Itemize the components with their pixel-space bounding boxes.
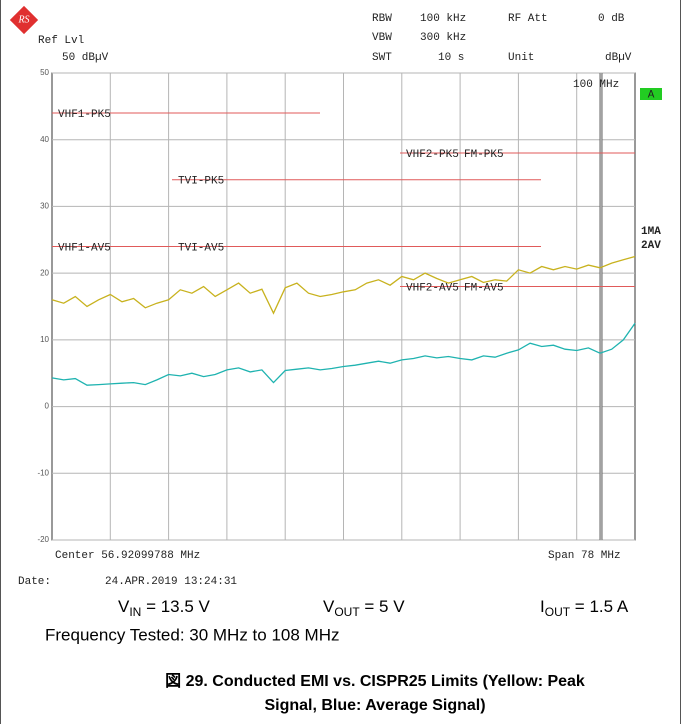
ref-value: 50 dBµV	[62, 52, 109, 64]
span-label: Span 78 MHz	[548, 550, 621, 562]
limit-label: FM-PK5	[464, 149, 504, 161]
logo: RS	[9, 5, 39, 35]
limit-label: TVI-PK5	[178, 176, 224, 188]
vbw-label: VBW	[372, 32, 392, 44]
trace	[51, 255, 636, 315]
date-label: Date:	[18, 576, 51, 588]
caption: 図 29. Conducted EMI vs. CISPR25 Limits (…	[165, 672, 585, 690]
limit-label: VHF2-AV5	[406, 282, 459, 294]
center-label: Center 56.92099788 MHz	[55, 550, 200, 562]
limit-label: TVI-AV5	[178, 242, 224, 254]
trace-tag: 2AV	[641, 240, 661, 252]
rfatt-value: 0 dB	[598, 13, 625, 25]
rfatt-label: RF Att	[508, 13, 548, 25]
swt-value: 10 s	[438, 52, 464, 64]
limit-label: VHF1-PK5	[58, 109, 111, 121]
condition-subscript: OUT	[545, 605, 571, 619]
unit-label: Unit	[508, 52, 534, 64]
vertical-grid	[109, 73, 578, 540]
condition-symbol: V	[118, 597, 130, 616]
condition-symbol: V	[323, 597, 335, 616]
unit-value: dBµV	[605, 52, 632, 64]
limit-label: FM-AV5	[464, 282, 504, 294]
condition: VOUT = 5 V	[323, 597, 405, 619]
y-tick-label: 30	[40, 202, 49, 211]
y-tick-label: 40	[40, 135, 49, 144]
condition-subscript: IN	[129, 605, 141, 619]
y-tick-label: 0	[45, 402, 50, 411]
trace-tag-box	[640, 88, 662, 100]
ref-label: Ref Lvl	[38, 35, 84, 47]
frequency-note: Frequency Tested: 30 MHz to 108 MHz	[45, 625, 340, 644]
marker-label: 100 MHz	[573, 79, 619, 91]
rbw-label: RBW	[372, 13, 392, 25]
y-tick-label: 10	[40, 335, 49, 344]
trace	[51, 322, 636, 386]
condition-symbol: I	[540, 597, 545, 616]
condition: VIN = 13.5 V	[118, 597, 211, 619]
vbw-value: 300 kHz	[420, 32, 466, 44]
condition-subscript: OUT	[334, 605, 360, 619]
y-tick-label: -10	[37, 468, 49, 477]
condition-value: = 13.5 V	[141, 597, 210, 616]
trace-tag: 1MA	[641, 226, 661, 238]
y-tick-label: -20	[37, 535, 49, 544]
swt-label: SWT	[372, 52, 392, 64]
limit-label: VHF1-AV5	[58, 242, 111, 254]
svg-text:RS: RS	[17, 14, 29, 25]
rbw-value: 100 kHz	[420, 13, 466, 25]
trace-tag: A	[648, 89, 655, 101]
date-value: 24.APR.2019 13:24:31	[105, 576, 237, 588]
condition-value: = 5 V	[360, 597, 406, 616]
limit-label: VHF2-PK5	[406, 149, 459, 161]
caption: Signal, Blue: Average Signal)	[264, 697, 485, 714]
y-tick-label: 20	[40, 268, 49, 277]
condition: IOUT = 1.5 A	[540, 597, 629, 619]
y-tick-label: 50	[40, 68, 49, 77]
condition-value: = 1.5 A	[570, 597, 629, 616]
